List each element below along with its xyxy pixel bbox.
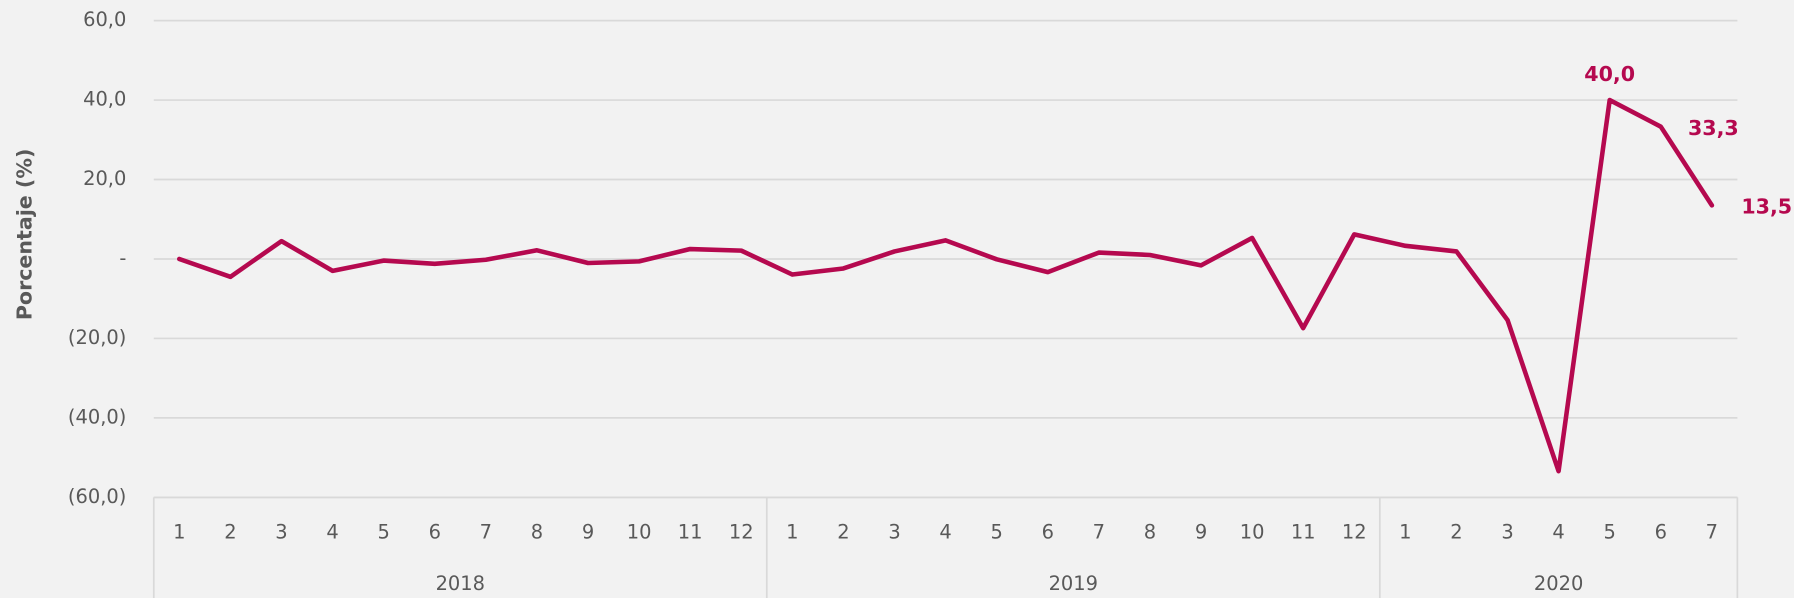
x-tick-label: 1: [1399, 520, 1411, 543]
y-tick-label: 20,0: [83, 167, 126, 190]
x-tick-label: 11: [678, 520, 703, 543]
y-tick-label: 40,0: [83, 88, 126, 111]
y-tick-label: 60,0: [83, 8, 126, 31]
x-tick-label: 4: [326, 520, 338, 543]
x-tick-label: 12: [729, 520, 754, 543]
x-tick-label: 2: [224, 520, 236, 543]
x-tick-label: 11: [1291, 520, 1316, 543]
x-tick-label: 7: [1706, 520, 1718, 543]
x-tick-label: 12: [1342, 520, 1367, 543]
x-tick-label: 9: [1195, 520, 1207, 543]
x-tick-label: 6: [1042, 520, 1054, 543]
x-tick-label: 6: [429, 520, 441, 543]
x-tick-label: 4: [939, 520, 951, 543]
x-tick-label: 3: [888, 520, 900, 543]
data-label: 40,0: [1584, 62, 1635, 86]
x-tick-label: 3: [275, 520, 287, 543]
x-tick-label: 5: [377, 520, 389, 543]
x-tick-label: 2: [837, 520, 849, 543]
x-tick-label: 2: [1450, 520, 1462, 543]
y-axis-label: Porcentaje (%): [13, 149, 37, 321]
x-tick-label: 10: [1240, 520, 1265, 543]
x-tick-label: 8: [531, 520, 543, 543]
y-tick-label: (20,0): [68, 326, 126, 349]
y-tick-label: (60,0): [68, 485, 126, 508]
x-tick-label: 1: [173, 520, 185, 543]
x-group-label: 2020: [1534, 572, 1583, 595]
x-tick-label: 9: [582, 520, 594, 543]
y-tick-label: -: [119, 246, 126, 269]
x-tick-label: 8: [1144, 520, 1156, 543]
x-tick-label: 5: [990, 520, 1002, 543]
x-tick-label: 5: [1604, 520, 1616, 543]
series-line: [176, 97, 1715, 474]
x-tick-label: 6: [1655, 520, 1667, 543]
data-label: 33,3: [1688, 116, 1739, 140]
y-tick-label: (40,0): [68, 405, 126, 428]
x-tick-label: 7: [480, 520, 492, 543]
x-tick-label: 10: [627, 520, 652, 543]
x-group-label: 2019: [1049, 572, 1098, 595]
x-tick-label: 4: [1552, 520, 1564, 543]
x-group-label: 2018: [436, 572, 485, 595]
x-tick-label: 7: [1093, 520, 1105, 543]
x-tick-label: 1: [786, 520, 798, 543]
data-label: 13,5: [1741, 195, 1792, 219]
x-tick-label: 3: [1501, 520, 1513, 543]
